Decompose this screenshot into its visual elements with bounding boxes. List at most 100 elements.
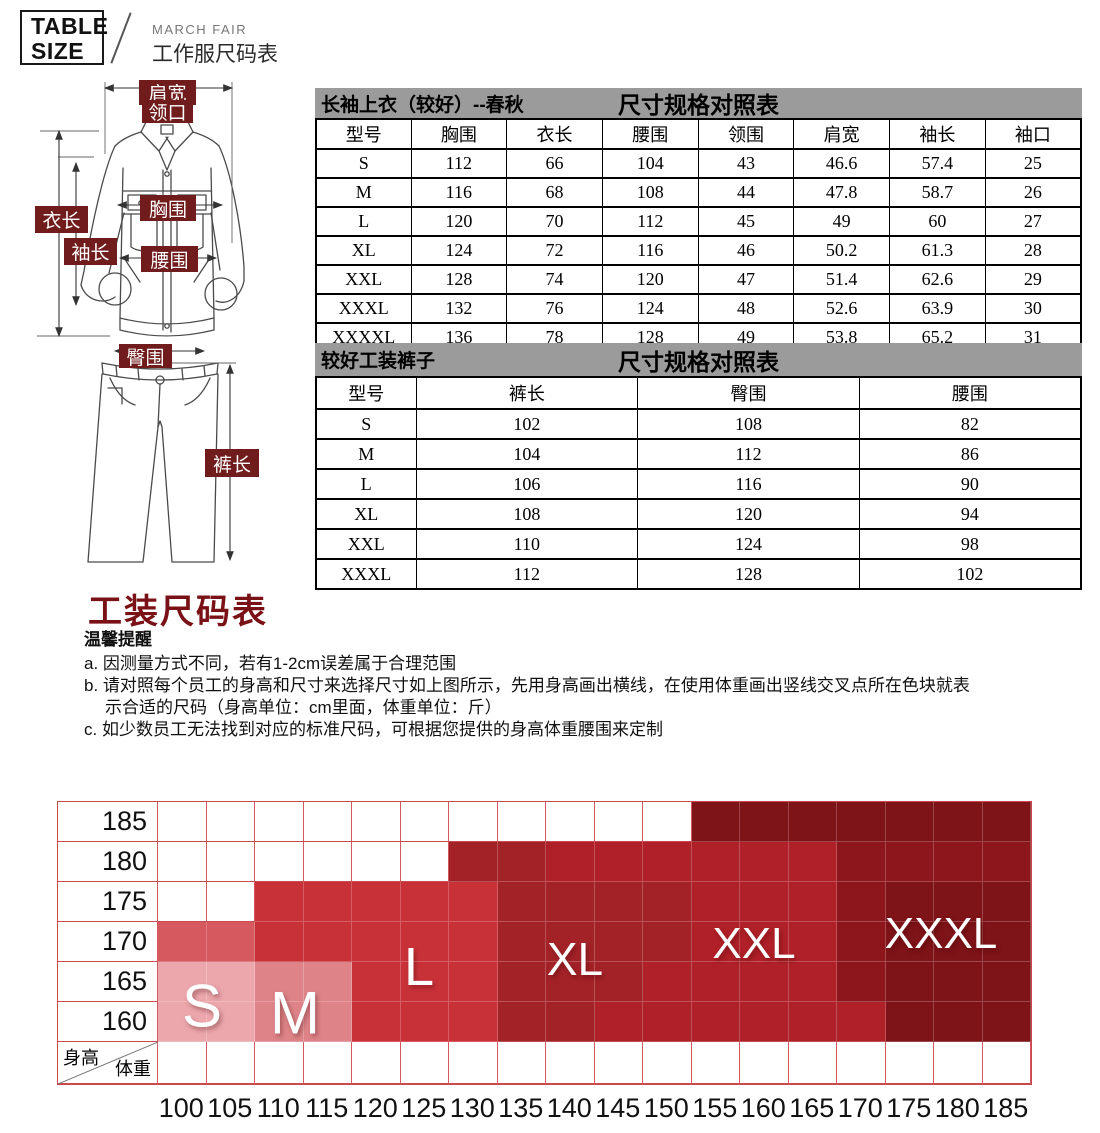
- table-cell: 124: [637, 528, 860, 560]
- grid-cell: [691, 882, 740, 922]
- grid-cell: [400, 802, 449, 842]
- grid-cell: [400, 842, 449, 882]
- grid-cell: [352, 842, 401, 882]
- grid-cell: [837, 962, 886, 1002]
- grid-cell: [594, 842, 643, 882]
- column-header: 腰围: [858, 376, 1082, 410]
- x-tick: 175: [886, 1093, 932, 1123]
- table-cell: S: [315, 148, 412, 179]
- x-axis-ticks: 100 105 110 115 120 125 130 135 140 145 150 155 160 1…: [157, 1093, 1030, 1124]
- table-cell: XL: [315, 235, 412, 266]
- grid-cell: [546, 842, 595, 882]
- x-tick: 135: [498, 1093, 544, 1123]
- notes-title: 温馨提醒: [84, 630, 152, 649]
- grid-cell: [885, 962, 934, 1002]
- hip-label: 臀围: [119, 344, 172, 369]
- table-cell: M: [315, 177, 412, 208]
- table-cell: 47: [697, 264, 795, 295]
- grid-cell: [885, 882, 934, 922]
- table-cell: 44: [697, 177, 795, 208]
- table-cell: 90: [858, 468, 1082, 500]
- grid-cell: [934, 1002, 983, 1042]
- table-cell: 28: [984, 235, 1082, 266]
- table-cell: 47.8: [793, 177, 891, 208]
- grid-cell: [449, 962, 498, 1002]
- table-band-center: 尺寸规格对照表: [618, 348, 779, 375]
- column-header: 肩宽: [793, 118, 891, 150]
- table-cell: 50.2: [793, 235, 891, 266]
- table-row: L 120 70 112 45 49 60 27: [315, 206, 1082, 237]
- grid-cell: [982, 842, 1031, 882]
- table-row: XXL 110 124 98: [315, 528, 1082, 560]
- grid-cell: [740, 1042, 789, 1084]
- grid-cell: [449, 882, 498, 922]
- axis-corner: 身高 体重: [58, 1042, 158, 1084]
- grid-cell: [206, 1042, 255, 1084]
- table-cell: 70: [506, 206, 603, 237]
- grid-cell: [206, 802, 255, 842]
- grid-cell: [497, 962, 546, 1002]
- note-line-b: b. 请对照每个员工的身高和尺寸来选择尺寸如上图所示，先用身高画出横线，在使用体…: [84, 676, 970, 695]
- grid-cell: [449, 1042, 498, 1084]
- grid-cell: [934, 802, 983, 842]
- table-cell: 128: [410, 264, 508, 295]
- table-cell: 112: [601, 206, 699, 237]
- grid-cell: [643, 922, 692, 962]
- grid-cell: [740, 962, 789, 1002]
- grid-cell: [788, 1002, 837, 1042]
- x-tick: 115: [305, 1093, 349, 1123]
- table-cell: S: [315, 408, 417, 440]
- grid-cell: [788, 842, 837, 882]
- column-header: 臀围: [637, 376, 860, 410]
- grid-cell: [546, 962, 595, 1002]
- table-cell: 60: [889, 206, 986, 237]
- table-row: S 112 66 104 43 46.6 57.4 25: [315, 148, 1082, 179]
- grid-cell: [740, 922, 789, 962]
- grid-cell: [255, 1002, 304, 1042]
- grid-cell: [837, 802, 886, 842]
- table-cell: 62.6: [889, 264, 986, 295]
- x-tick: 110: [256, 1093, 300, 1123]
- grid-cell: [837, 1042, 886, 1084]
- grid-cell: [449, 922, 498, 962]
- x-tick: 145: [595, 1093, 641, 1123]
- jacket-outline: [80, 116, 245, 337]
- grid-cell: [643, 842, 692, 882]
- grid-cell: [643, 802, 692, 842]
- logo-line1: TABLE: [31, 13, 109, 39]
- x-tick: 170: [837, 1093, 883, 1123]
- grid-cell: [546, 922, 595, 962]
- table-cell: L: [315, 468, 417, 500]
- grid-cell: [546, 802, 595, 842]
- table-cell: 57.4: [889, 148, 986, 179]
- grid-cell: [594, 1042, 643, 1084]
- table-band: 较好工装裤子 尺寸规格对照表: [315, 343, 1082, 376]
- table-cell: XXL: [315, 528, 417, 560]
- x-tick: 140: [546, 1093, 592, 1123]
- grid-cell: [400, 882, 449, 922]
- x-tick: 155: [692, 1093, 738, 1123]
- x-tick: 100: [158, 1093, 204, 1123]
- column-header: 衣长: [506, 118, 603, 150]
- table-cell: 48: [697, 293, 795, 324]
- size-region-label: S: [181, 972, 223, 1040]
- grid-cell: [740, 802, 789, 842]
- table-cell: 108: [637, 408, 860, 440]
- grid-cell: [740, 882, 789, 922]
- grid-cell: [934, 962, 983, 1002]
- grid-cell: [449, 842, 498, 882]
- table-cell: 51.4: [793, 264, 891, 295]
- table-cell: L: [315, 206, 412, 237]
- grid-cell: [788, 962, 837, 1002]
- grid-cell: [497, 1002, 546, 1042]
- grid-cell: [594, 962, 643, 1002]
- table-cell: 74: [506, 264, 603, 295]
- brand-text: MARCH FAIR: [152, 22, 248, 37]
- grid-cell: [497, 842, 546, 882]
- size-region-label: XXXL: [884, 909, 998, 958]
- grid-cell: [934, 842, 983, 882]
- table-cell: 98: [858, 528, 1082, 560]
- grid-cell: [158, 802, 207, 842]
- x-tick: 125: [401, 1093, 447, 1123]
- column-header: 胸围: [410, 118, 508, 150]
